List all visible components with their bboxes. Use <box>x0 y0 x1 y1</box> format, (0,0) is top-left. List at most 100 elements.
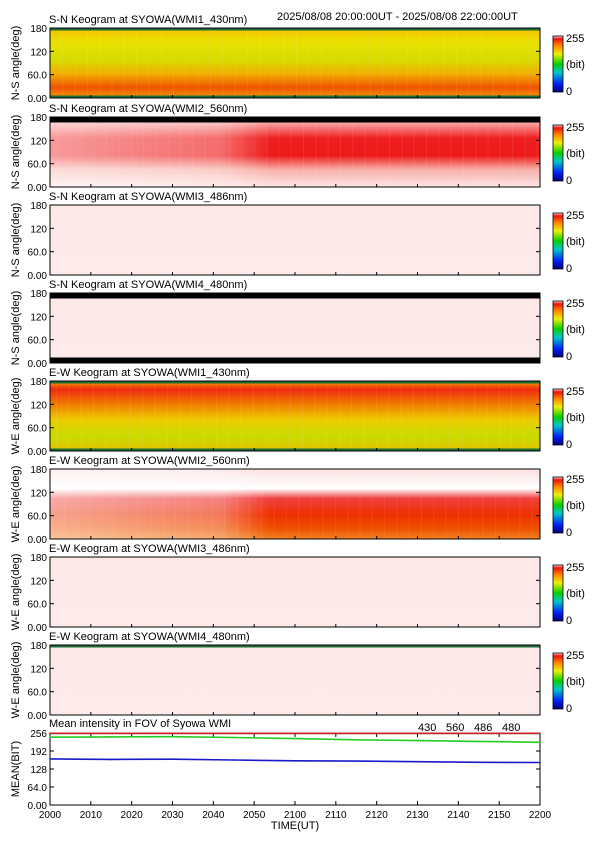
keogram-streak <box>84 293 86 363</box>
keogram-streak <box>382 28 384 98</box>
keogram-streak <box>126 205 128 275</box>
keogram-streak <box>165 645 167 715</box>
legend-480: 480 <box>502 722 520 734</box>
keogram-image <box>50 557 540 627</box>
y-tick-label: 60.0 <box>28 688 48 699</box>
keogram-streak <box>91 645 93 715</box>
series-point-486 <box>416 732 419 735</box>
panel-title: S-N Keogram at SYOWA(WMI3_486nm) <box>49 191 247 203</box>
keogram-streak <box>249 205 251 275</box>
keogram-streak <box>64 469 66 539</box>
keogram-streak <box>163 205 165 275</box>
series-point-560 <box>171 735 174 738</box>
keogram-streak <box>515 293 517 363</box>
keogram-streak <box>392 293 394 363</box>
keogram-streak <box>148 28 150 98</box>
keogram-streak <box>57 117 58 187</box>
colorbar: 255 (bit) 0 <box>552 298 585 363</box>
keogram-streak <box>364 117 366 187</box>
keogram-streak <box>202 645 204 715</box>
keogram-streak <box>167 117 169 187</box>
y-tick-label: 180 <box>30 24 47 35</box>
keogram-streak <box>322 469 324 539</box>
keogram-streak <box>256 293 258 363</box>
series-point-560 <box>477 740 480 743</box>
y-tick-label: 180 <box>30 377 47 388</box>
y-tick-label: 128 <box>30 765 47 776</box>
keogram-streak <box>182 557 183 627</box>
keogram-streak <box>83 557 85 627</box>
keogram-streak <box>348 205 350 275</box>
keogram-streak <box>162 469 164 539</box>
keogram-streak <box>428 557 429 627</box>
keogram-streak <box>108 557 110 627</box>
keogram-streak <box>394 28 396 98</box>
series-point-560 <box>539 741 541 744</box>
keogram-streak <box>303 117 304 187</box>
keogram-streak <box>360 205 362 275</box>
keogram-streak <box>80 381 82 451</box>
keogram-streak <box>96 293 98 363</box>
keogram-panel-6: E-W Keogram at SYOWA(WMI2_560nm)180 120 60… <box>10 455 585 546</box>
y-tick-label: 60.0 <box>28 512 48 523</box>
keogram-streak <box>478 293 480 363</box>
series-point-486 <box>355 732 358 735</box>
keogram-streak <box>236 469 238 539</box>
keogram-streak <box>522 645 524 715</box>
keogram-streak <box>473 645 475 715</box>
keogram-streak <box>207 293 209 363</box>
keogram-streak <box>480 28 482 98</box>
keogram-streak <box>375 381 377 451</box>
keogram-streak <box>72 293 74 363</box>
keogram-streak <box>65 205 67 275</box>
y-tick-label: 120 <box>30 47 47 58</box>
keogram-streak <box>489 557 491 627</box>
keogram-streak <box>482 469 484 539</box>
x-tick-label: 2030 <box>161 810 184 821</box>
y-tick-label: 120 <box>30 576 47 587</box>
keogram-streak <box>150 469 152 539</box>
keogram-streak <box>505 28 507 98</box>
keogram-streak <box>445 469 447 539</box>
keogram-streak <box>403 557 405 627</box>
y-tick-label: 180 <box>30 465 47 476</box>
keogram-streak <box>55 645 56 715</box>
keogram-streak <box>535 381 537 451</box>
keogram-streak <box>443 28 445 98</box>
keogram-streak <box>209 28 211 98</box>
colorbar-max: 255 <box>566 386 584 398</box>
colorbar: 255 (bit) 0 <box>552 210 585 275</box>
series-point-430 <box>416 760 419 763</box>
keogram-streak <box>283 28 285 98</box>
colorbar-unit: (bit) <box>566 59 585 71</box>
keogram-streak <box>197 28 199 98</box>
colorbar-max: 255 <box>566 562 584 574</box>
keogram-streak <box>529 28 531 98</box>
colorbar-unit: (bit) <box>566 324 585 336</box>
series-point-486 <box>539 732 541 735</box>
series-point-486 <box>171 732 174 735</box>
keogram-streak <box>378 557 380 627</box>
keogram-streak <box>128 645 130 715</box>
panel-title: E-W Keogram at SYOWA(WMI4_480nm) <box>49 631 250 643</box>
keogram-streak <box>296 28 297 98</box>
keogram-streak <box>486 381 488 451</box>
keogram-streak <box>306 293 307 363</box>
keogram-texture <box>50 117 540 187</box>
keogram-streak <box>508 205 510 275</box>
keogram-panel-1: S-N Keogram at SYOWA(WMI1_430nm) 2025/08/… <box>10 11 585 105</box>
keogram-streak <box>338 381 340 451</box>
keogram-streak <box>285 469 287 539</box>
series-point-486 <box>294 732 296 735</box>
keogram-streak <box>320 28 322 98</box>
colorbar-min: 0 <box>566 439 572 451</box>
x-tick-label: 2110 <box>325 810 347 821</box>
y-tick-label: 0.00 <box>28 801 48 812</box>
keogram-streak <box>290 117 292 187</box>
keogram-streak <box>146 293 148 363</box>
keogram-streak <box>88 469 90 539</box>
time-range: 2025/08/08 20:00:00UT - 2025/08/08 22:00… <box>277 11 518 23</box>
keogram-streak <box>419 28 420 98</box>
keogram-streak <box>314 381 316 451</box>
keogram-streak <box>507 469 509 539</box>
